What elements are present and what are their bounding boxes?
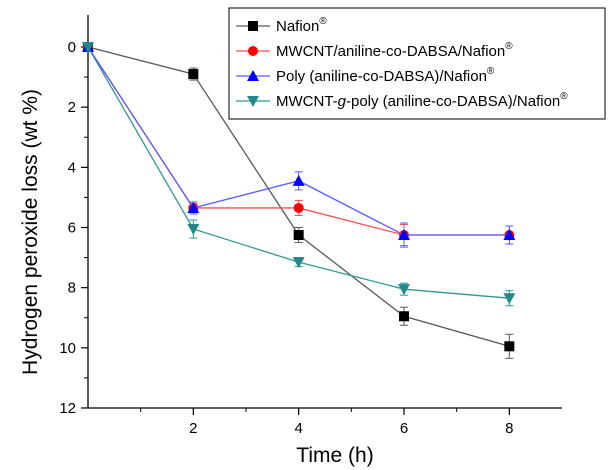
legend-marker	[247, 96, 259, 107]
y-tick-label: 0	[68, 39, 76, 56]
x-axis-title: Time (h)	[296, 444, 373, 467]
legend-item-4: MWCNT-g-poly (aniline-co-DABSA)/Nafion®	[236, 91, 568, 110]
y-axis-title: Hydrogen peroxide loss (wt %)	[19, 89, 42, 375]
y-tick-label: 6	[68, 220, 76, 237]
data-point	[293, 202, 304, 213]
x-tick-label: 6	[400, 420, 408, 437]
data-point	[292, 174, 305, 186]
y-tick-label: 2	[68, 99, 76, 116]
legend-item-2: MWCNT/aniline-co-DABSA/Nafion®	[236, 41, 513, 60]
legend-label: Nafion®	[276, 16, 327, 35]
legend-marker	[247, 70, 259, 81]
data-point	[188, 69, 199, 80]
legend-label: MWCNT-g-poly (aniline-co-DABSA)/Nafion®	[276, 91, 568, 110]
data-point	[82, 42, 94, 53]
legend-label: MWCNT/aniline-co-DABSA/Nafion®	[276, 41, 513, 60]
series-layer	[82, 41, 516, 359]
legend-marker	[248, 46, 258, 56]
data-point	[187, 224, 200, 236]
legend-marker	[248, 21, 258, 31]
data-point	[399, 311, 409, 322]
series-4	[82, 42, 516, 307]
legend-box	[228, 7, 606, 120]
data-point	[398, 284, 410, 296]
axes: 0 2 4 6 8 10 12 2 4 6 8	[59, 15, 562, 437]
legend-label: Poly (aniline-co-DABSA)/Nafion®	[276, 66, 495, 85]
data-point	[187, 201, 200, 213]
x-tick-label: 8	[505, 420, 513, 437]
legend-item-3: Poly (aniline-co-DABSA)/Nafion®	[236, 66, 495, 85]
data-point	[292, 257, 305, 269]
y-tick-label: 10	[59, 340, 76, 357]
legend-item-1: Nafion®	[236, 16, 327, 35]
x-tick-label: 4	[294, 420, 302, 437]
data-point	[504, 341, 515, 352]
data-point	[503, 229, 516, 241]
x-tick-label: 2	[189, 420, 197, 437]
legend: Nafion® MWCNT/aniline-co-DABSA/Nafion® Pol…	[228, 7, 606, 120]
series-3	[82, 41, 516, 248]
y-tick-label: 8	[68, 280, 76, 297]
data-point	[398, 229, 410, 241]
series-1	[83, 42, 515, 359]
data-point	[503, 293, 516, 305]
y-tick-label: 12	[59, 400, 76, 417]
data-point	[293, 230, 304, 241]
y-tick-label: 4	[68, 159, 76, 176]
